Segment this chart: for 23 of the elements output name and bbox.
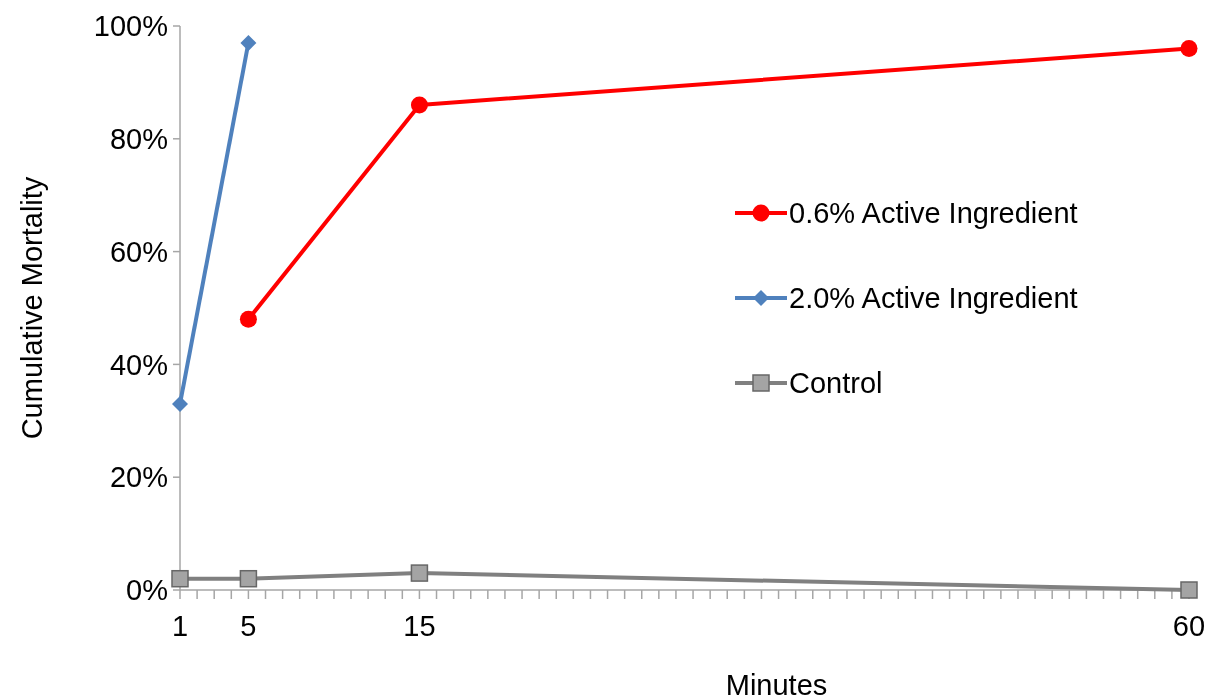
legend-label: 0.6% Active Ingredient bbox=[789, 197, 1078, 230]
y-tick-label: 60% bbox=[109, 235, 168, 268]
point bbox=[172, 395, 188, 412]
point bbox=[410, 96, 428, 114]
y-tick-label: 40% bbox=[109, 348, 168, 381]
x-tick-label: 5 bbox=[240, 610, 257, 642]
x-axis-title: Minutes bbox=[725, 669, 828, 699]
y-tick-label: 20% bbox=[109, 461, 168, 494]
point bbox=[410, 564, 429, 582]
x-tick-label: 60 bbox=[1172, 610, 1206, 642]
point bbox=[1180, 40, 1198, 58]
y-axis-title: Cumulative Mortality bbox=[16, 176, 48, 440]
point bbox=[240, 34, 257, 51]
point bbox=[239, 569, 258, 588]
y-tick-label: 80% bbox=[109, 122, 168, 155]
point bbox=[239, 310, 257, 328]
legend-label: Control bbox=[789, 367, 883, 400]
y-tick-label: 0% bbox=[126, 574, 168, 607]
legend-label: 2.0% Active Ingredient bbox=[789, 282, 1078, 315]
x-tick-label: 15 bbox=[403, 610, 436, 642]
y-tick-label: 100% bbox=[93, 10, 168, 43]
x-tick-label: 1 bbox=[171, 610, 189, 642]
point bbox=[171, 569, 189, 588]
